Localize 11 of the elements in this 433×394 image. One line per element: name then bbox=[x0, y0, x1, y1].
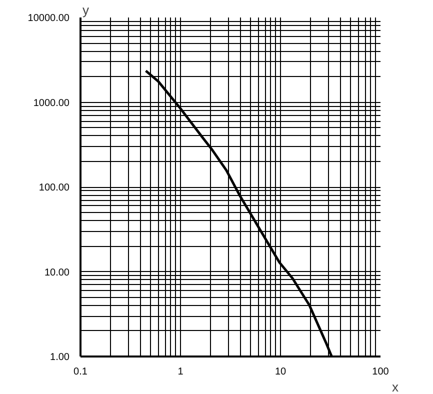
x-tick-label: 1 bbox=[178, 366, 184, 378]
y-tick-label: 10000.00 bbox=[28, 13, 70, 24]
x-tick-label: 0.1 bbox=[74, 366, 88, 378]
x-tick-label: 100 bbox=[372, 366, 390, 378]
x-axis-title: x bbox=[392, 380, 399, 394]
y-tick-label: 1.00 bbox=[50, 352, 70, 363]
x-tick-label: 10 bbox=[274, 366, 286, 378]
y-tick-label: 1000.00 bbox=[33, 98, 70, 109]
y-tick-label: 10.00 bbox=[44, 267, 70, 278]
y-tick-label: 100.00 bbox=[38, 182, 70, 194]
y-axis-title: y bbox=[82, 2, 90, 18]
